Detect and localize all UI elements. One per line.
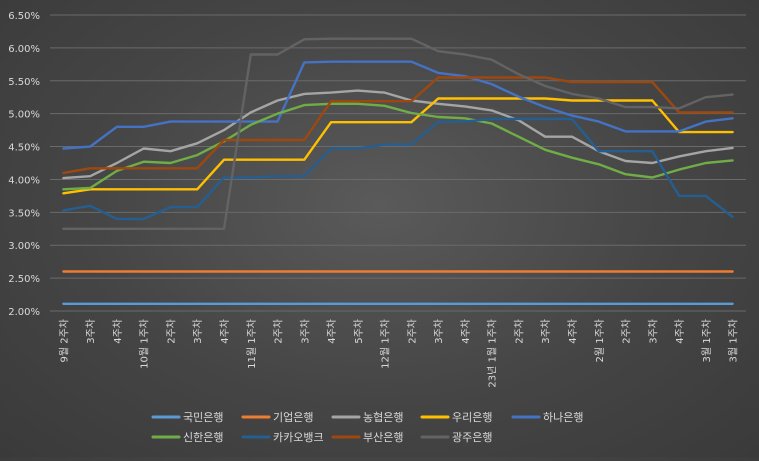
y-tick-label: 4.00% xyxy=(8,175,40,186)
x-tick-label: 3월 1주차 xyxy=(728,319,740,363)
y-tick-label: 6.00% xyxy=(8,44,40,55)
legend-label: 농협은행 xyxy=(363,411,403,424)
x-tick-label: 3주차 xyxy=(433,319,445,344)
x-tick-label: 4주차 xyxy=(326,319,338,344)
series-line xyxy=(62,37,734,231)
x-tick-label: 3주차 xyxy=(192,319,204,344)
x-tick-label: 2주차 xyxy=(165,319,177,344)
legend-label: 국민은행 xyxy=(183,411,223,424)
legend-label: 기업은행 xyxy=(273,411,313,424)
legend-item: 우리은행 xyxy=(420,411,492,424)
y-tick-label: 2.00% xyxy=(8,307,40,318)
legend-label: 하나은행 xyxy=(543,410,583,424)
x-tick-label: 4주차 xyxy=(112,319,124,344)
legend-label: 부산은행 xyxy=(363,431,403,444)
y-tick-label: 3.00% xyxy=(8,241,40,252)
legend-item: 하나은행 xyxy=(511,410,583,424)
series-line xyxy=(62,89,734,180)
y-tick-label: 4.50% xyxy=(8,143,40,154)
series-line xyxy=(62,76,734,175)
x-tick-label: 4주차 xyxy=(567,319,579,344)
legend-item: 신한은행 xyxy=(151,431,223,444)
x-tick-label: 2월 1주차 xyxy=(594,319,606,363)
series-line xyxy=(62,97,734,195)
y-tick-label: 6.50% xyxy=(8,11,40,22)
x-tick-label: 4주차 xyxy=(460,319,472,344)
legend-item: 부산은행 xyxy=(331,431,403,444)
legend-label: 카카오뱅크 xyxy=(273,431,324,444)
legend-label: 우리은행 xyxy=(452,411,492,424)
y-tick-label: 5.50% xyxy=(8,77,40,88)
x-tick-label: 3주차 xyxy=(299,319,311,344)
x-tick-label: 12월 1주차 xyxy=(380,319,392,369)
legend-item: 농협은행 xyxy=(331,411,403,424)
y-tick-label: 5.00% xyxy=(8,110,40,121)
series-line xyxy=(62,117,734,221)
y-tick-label: 3.50% xyxy=(8,208,40,219)
x-tick-label: 23년 1월 1주차 xyxy=(487,319,499,388)
y-tick-label: 2.50% xyxy=(8,274,40,285)
series-lines xyxy=(62,37,734,305)
legend-label: 광주은행 xyxy=(452,431,492,444)
x-tick-label: 2주차 xyxy=(273,319,285,344)
gridlines xyxy=(50,14,746,312)
x-tick-label: 11월 1주차 xyxy=(246,319,258,369)
series-line xyxy=(62,102,734,191)
x-tick-label: 3월 1주차 xyxy=(701,319,713,363)
x-tick-label: 2주차 xyxy=(406,319,418,344)
x-tick-label: 5주차 xyxy=(353,319,365,344)
legend-item: 기업은행 xyxy=(241,411,313,424)
legend-item: 카카오뱅크 xyxy=(241,431,324,444)
series-line xyxy=(62,60,734,150)
x-tick-label: 9월 2주차 xyxy=(58,319,70,363)
legend-item: 광주은행 xyxy=(420,431,492,444)
x-tick-label: 2주차 xyxy=(621,319,633,344)
x-tick-label: 3주차 xyxy=(647,319,659,344)
x-tick-label: 3주차 xyxy=(540,319,552,344)
x-tick-label: 4주차 xyxy=(219,319,231,344)
legend-label: 신한은행 xyxy=(183,431,223,444)
x-tick-label: 3주차 xyxy=(85,319,97,344)
x-tick-label: 4주차 xyxy=(674,319,686,344)
legend-item: 국민은행 xyxy=(151,411,223,424)
x-tick-label: 2주차 xyxy=(513,319,525,344)
x-tick-label: 10월 1주차 xyxy=(139,319,151,369)
